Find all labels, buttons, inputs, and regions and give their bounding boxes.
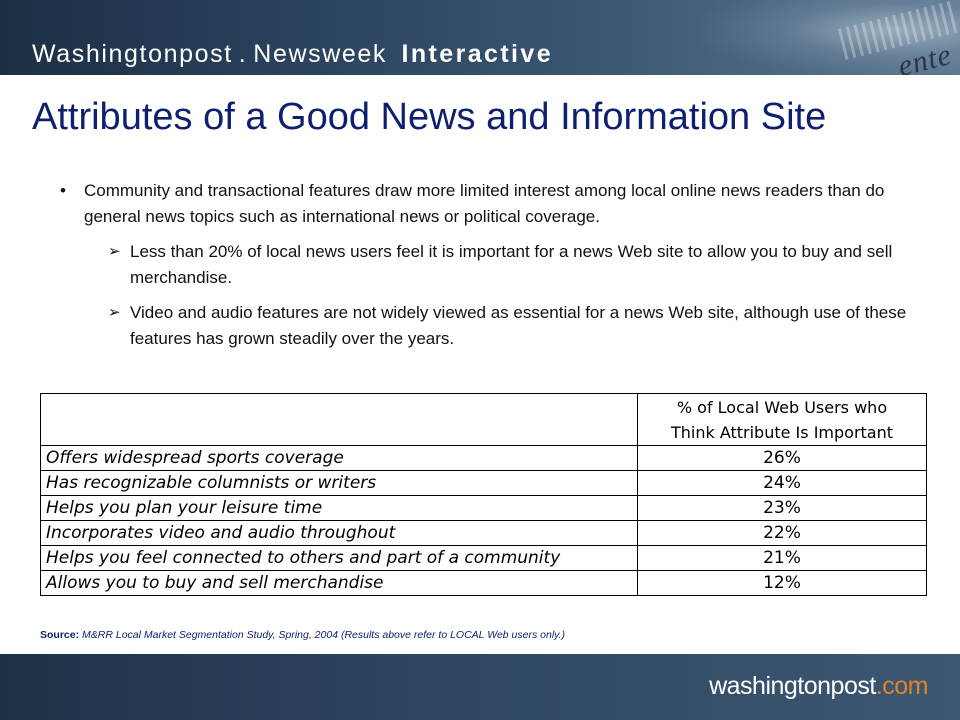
attribute-value: 24% — [637, 470, 927, 496]
header-banner: ente Washingtonpost. Newsweek Interactive — [0, 0, 960, 75]
footer-banner: washingtonpost.com — [0, 654, 960, 720]
footer-site-name: washingtonpost — [709, 672, 876, 700]
table-row: Incorporates video and audio throughout … — [40, 520, 927, 546]
attribute-value: 12% — [637, 570, 927, 596]
table-column-header: % of Local Web Users who Think Attribute… — [637, 393, 927, 446]
bullet-item-sub-1: ➢ Less than 20% of local news users feel… — [60, 239, 910, 291]
attribute-name: Incorporates video and audio throughout — [40, 520, 638, 546]
brand-logo-text: Washingtonpost. Newsweek Interactive — [32, 40, 553, 69]
attribute-value: 22% — [637, 520, 927, 546]
table-row: Allows you to buy and sell merchandise 1… — [40, 570, 927, 596]
arrow-bullet-icon: ➢ — [108, 243, 121, 260]
column-header-line1: % of Local Web Users who — [676, 398, 888, 417]
attribute-name: Has recognizable columnists or writers — [40, 470, 638, 496]
bullet-item-main: • Community and transactional features d… — [60, 178, 920, 230]
bullet-sub-text-2: Video and audio features are not widely … — [130, 303, 907, 348]
slide-title: Attributes of a Good News and Informatio… — [32, 96, 827, 138]
footer-site-tld: .com — [875, 672, 929, 700]
table-header-row: % of Local Web Users who Think Attribute… — [40, 393, 927, 446]
attribute-name: Helps you feel connected to others and p… — [40, 545, 638, 571]
banner-glow — [700, 0, 960, 75]
bullet-item-sub-2: ➢ Video and audio features are not widel… — [60, 300, 910, 352]
attributes-table: % of Local Web Users who Think Attribute… — [40, 393, 927, 596]
footer-site-logo: washingtonpost.com — [709, 672, 928, 701]
brand-part2: Newsweek — [253, 40, 387, 68]
table-row: Offers widespread sports coverage 26% — [40, 445, 927, 471]
table-header-blank — [40, 393, 638, 446]
source-label: Source: — [40, 629, 80, 641]
attribute-value: 23% — [637, 495, 927, 521]
attribute-value: 26% — [637, 445, 927, 471]
brand-part1: Washingtonpost — [32, 40, 233, 68]
bullet-main-text: Community and transactional features dra… — [84, 181, 885, 226]
arrow-bullet-icon: ➢ — [108, 304, 121, 321]
column-header-line2: Think Attribute Is Important — [670, 423, 894, 442]
source-note: Source: M&RR Local Market Segmentation S… — [40, 629, 565, 641]
attribute-name: Helps you plan your leisure time — [40, 495, 638, 521]
attribute-name: Offers widespread sports coverage — [40, 445, 638, 471]
table-row: Has recognizable columnists or writers 2… — [40, 470, 927, 496]
table-row: Helps you plan your leisure time 23% — [40, 495, 927, 521]
brand-dot: . — [238, 40, 248, 68]
brand-part3: Interactive — [401, 40, 553, 68]
attribute-value: 21% — [637, 545, 927, 571]
source-text: M&RR Local Market Segmentation Study, Sp… — [82, 629, 566, 641]
table-row: Helps you feel connected to others and p… — [40, 545, 927, 571]
attribute-name: Allows you to buy and sell merchandise — [40, 570, 638, 596]
bullet-sub-text-1: Less than 20% of local news users feel i… — [130, 242, 893, 287]
bullet-dot-icon: • — [60, 181, 66, 200]
bullet-list: • Community and transactional features d… — [60, 178, 920, 361]
